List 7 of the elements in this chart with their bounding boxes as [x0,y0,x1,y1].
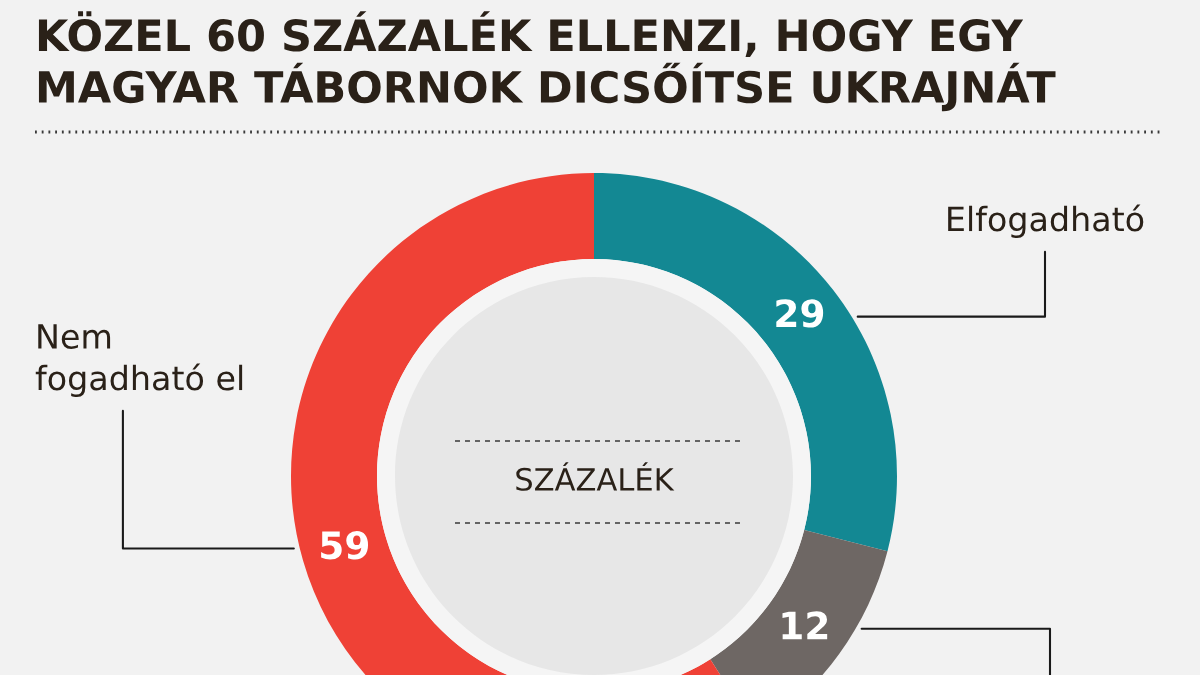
data-label: 12 [782,611,828,640]
chart-title: KÖZEL 60 SZÁZALÉK ELLENZI, HOGY EGY MAGYAR TÁBORNOK DICSŐÍTSE UKRAJNÁT [38,11,1056,112]
slice-label: Elfogadható [948,204,1144,238]
text: SZÁZALÉK [516,462,675,491]
slice-label: Nem fogadható el [35,324,243,397]
data-label: 29 [776,299,824,328]
data-label: 59 [321,531,369,560]
